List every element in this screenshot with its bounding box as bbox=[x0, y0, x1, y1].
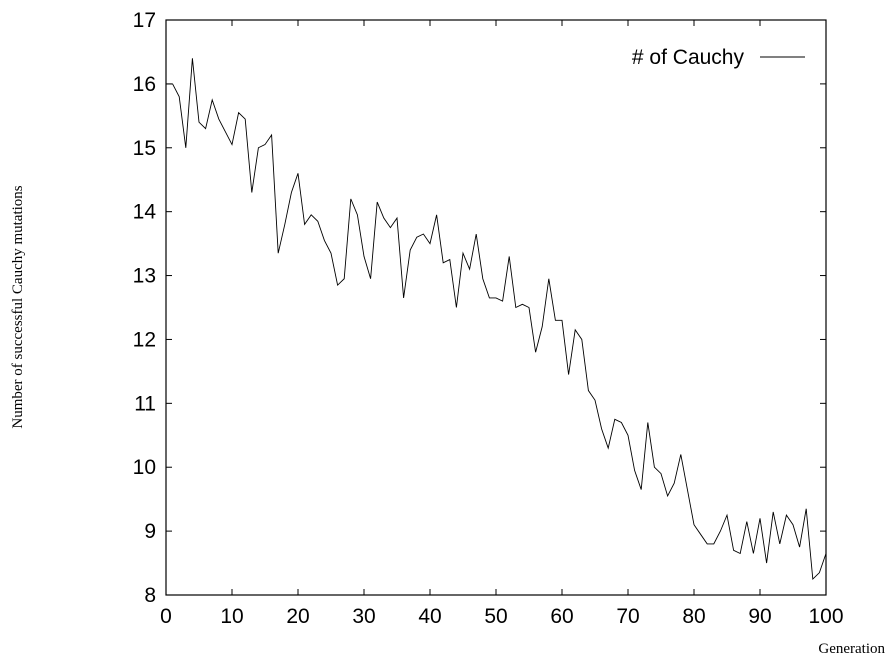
legend-label: # of Cauchy bbox=[632, 46, 745, 69]
x-tick-label: 80 bbox=[682, 605, 705, 628]
x-axis-ticks: 0 10 20 30 40 50 60 70 80 90 100 bbox=[160, 20, 844, 628]
x-tick-label: 50 bbox=[484, 605, 507, 628]
legend: # of Cauchy bbox=[632, 46, 805, 69]
y-tick-label: 8 bbox=[144, 584, 156, 607]
y-tick-label: 13 bbox=[133, 265, 156, 288]
x-tick-label: 0 bbox=[160, 605, 172, 628]
x-tick-label: 30 bbox=[352, 605, 375, 628]
series-line-cauchy bbox=[166, 58, 827, 581]
x-tick-label: 40 bbox=[418, 605, 441, 628]
plot-frame bbox=[165, 19, 827, 596]
y-tick-label: 9 bbox=[144, 520, 156, 543]
x-tick-label: 90 bbox=[748, 605, 771, 628]
y-axis-ticks: 8 9 10 11 12 13 14 15 16 17 bbox=[133, 9, 826, 607]
y-tick-label: 15 bbox=[133, 137, 156, 160]
y-axis-title: Number of successful Cauchy mutations bbox=[10, 185, 26, 428]
y-tick-label: 14 bbox=[133, 201, 157, 224]
y-tick-label: 10 bbox=[133, 456, 156, 479]
x-tick-label: 10 bbox=[220, 605, 243, 628]
x-tick-label: 70 bbox=[616, 605, 639, 628]
y-tick-label: 16 bbox=[133, 73, 156, 96]
x-tick-label: 60 bbox=[550, 605, 573, 628]
y-tick-label: 11 bbox=[134, 392, 156, 415]
y-tick-label: 17 bbox=[133, 9, 156, 32]
x-tick-label: 100 bbox=[808, 605, 843, 628]
x-tick-label: 20 bbox=[286, 605, 309, 628]
y-tick-label: 12 bbox=[133, 328, 156, 351]
x-axis-title: Generation bbox=[818, 641, 885, 657]
